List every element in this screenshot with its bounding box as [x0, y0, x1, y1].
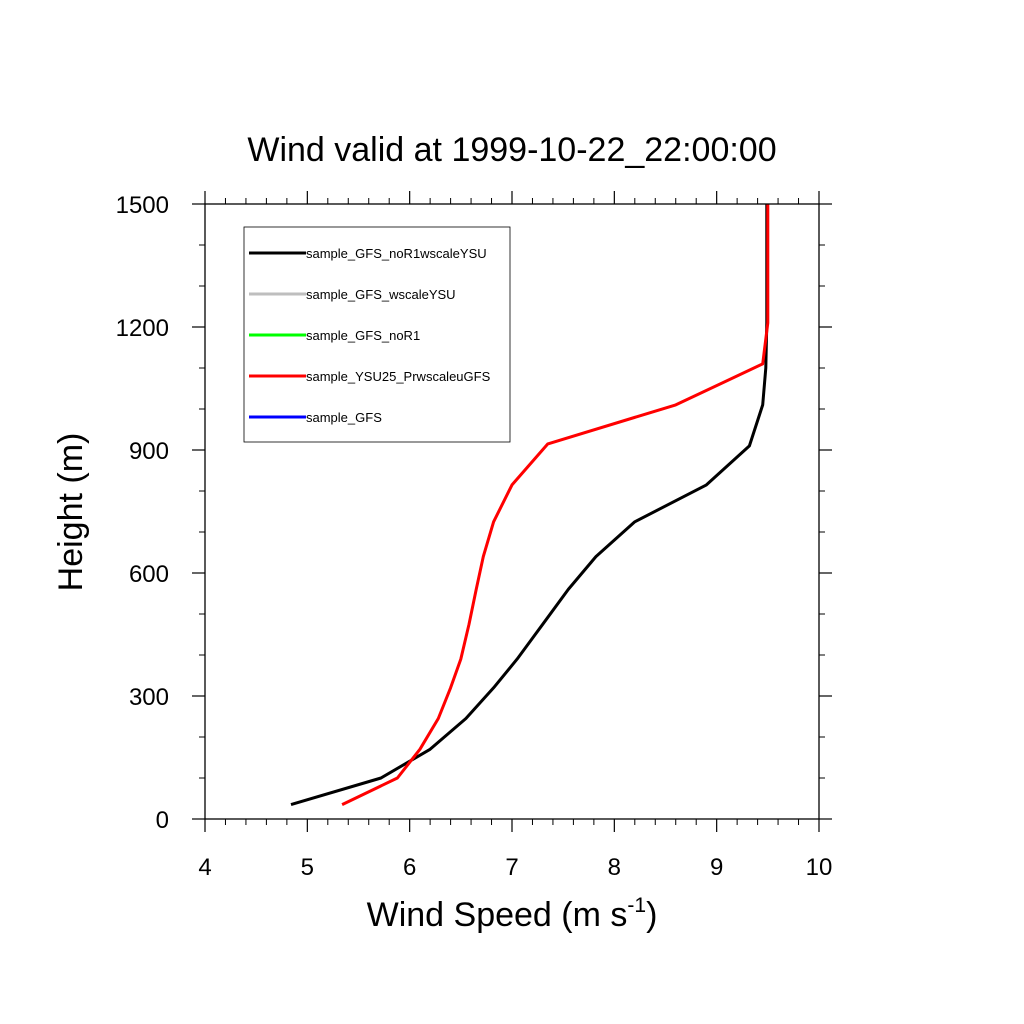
- x-tick-label: 6: [403, 854, 416, 881]
- series-line-0: [290, 204, 769, 807]
- legend-label-2: sample_GFS_noR1: [306, 328, 420, 343]
- y-tick-label: 300: [129, 684, 169, 711]
- plot-frame: [204, 203, 820, 820]
- x-axis-label-main: Wind Speed (m s: [367, 896, 628, 934]
- x-tick-label: 4: [198, 854, 211, 881]
- legend-label-3: sample_YSU25_PrwscaleuGFS: [306, 369, 491, 384]
- minor-ticks: [199, 198, 825, 825]
- x-tick-label: 5: [301, 854, 314, 881]
- y-axis-label: Height (m): [52, 433, 90, 592]
- x-axis-label-superscript: -1: [627, 894, 646, 917]
- y-tick-label: 900: [129, 438, 169, 465]
- y-tick-label: 0: [156, 807, 169, 834]
- x-tick-label: 7: [505, 854, 518, 881]
- legend-label-0: sample_GFS_noR1wscaleYSU: [306, 246, 487, 261]
- x-tick-label: 10: [806, 854, 833, 881]
- x-tick-label: 8: [608, 854, 621, 881]
- tick-labels: 4 5 6 7 8 9 10 0 300 600 900 1200 1500: [116, 192, 833, 881]
- y-tick-label: 1500: [116, 192, 169, 219]
- x-axis-label-suffix: ): [646, 896, 657, 934]
- major-ticks: [192, 191, 832, 832]
- legend-label-4: sample_GFS: [306, 410, 382, 425]
- legend-label-1: sample_GFS_wscaleYSU: [306, 287, 456, 302]
- y-tick-label: 1200: [116, 315, 169, 342]
- legend: sample_GFS_noR1wscaleYSU sample_GFS_wscal…: [243, 226, 511, 443]
- series-layer: [290, 204, 770, 807]
- legend-items: sample_GFS_noR1wscaleYSU sample_GFS_wscal…: [249, 246, 491, 425]
- x-axis-label: Wind Speed (m s-1): [367, 894, 658, 934]
- series-line-3: [341, 204, 770, 806]
- x-tick-label: 9: [710, 854, 723, 881]
- y-tick-label: 600: [129, 561, 169, 588]
- chart-title: Wind valid at 1999-10-22_22:00:00: [247, 131, 776, 169]
